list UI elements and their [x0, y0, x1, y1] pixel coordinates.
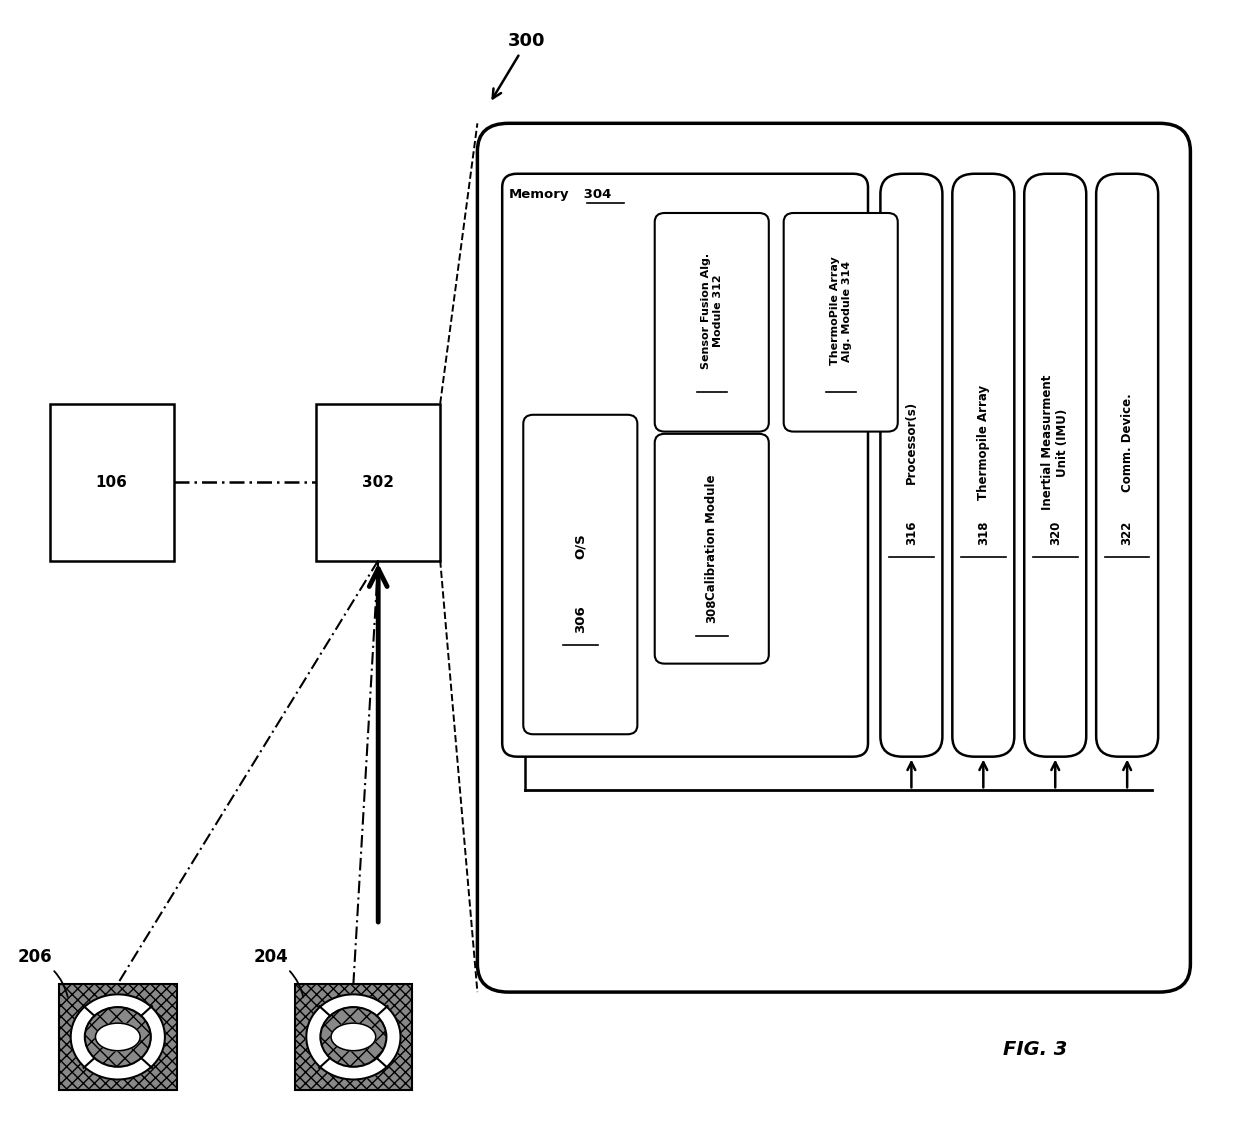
Text: 320: 320: [1049, 520, 1061, 545]
Text: 204: 204: [253, 948, 304, 997]
Text: Inertial Measurment
Unit (IMU): Inertial Measurment Unit (IMU): [1042, 376, 1069, 510]
Text: 308: 308: [706, 599, 718, 622]
FancyBboxPatch shape: [1096, 174, 1158, 757]
Ellipse shape: [331, 1023, 376, 1050]
FancyBboxPatch shape: [502, 174, 868, 757]
FancyBboxPatch shape: [477, 123, 1190, 992]
FancyBboxPatch shape: [1024, 174, 1086, 757]
Bar: [50, 404, 174, 560]
FancyBboxPatch shape: [784, 213, 898, 432]
Text: Sensor Fusion Alg.
Module 312: Sensor Fusion Alg. Module 312: [701, 253, 723, 369]
Text: 300: 300: [492, 33, 546, 99]
Bar: [60, 984, 177, 1090]
Text: 304: 304: [579, 188, 611, 202]
FancyBboxPatch shape: [655, 213, 769, 432]
Text: Processor(s): Processor(s): [905, 401, 918, 484]
Text: 322: 322: [1121, 520, 1133, 545]
Bar: [295, 984, 413, 1090]
Text: 302: 302: [362, 474, 394, 490]
Text: FIG. 3: FIG. 3: [1003, 1040, 1068, 1059]
Text: Thermopile Array: Thermopile Array: [977, 386, 990, 500]
Ellipse shape: [95, 1023, 140, 1050]
Text: Calibration Module: Calibration Module: [706, 475, 718, 600]
Text: ThermoPile Array
Alg. Module 314: ThermoPile Array Alg. Module 314: [830, 257, 852, 365]
FancyBboxPatch shape: [523, 415, 637, 734]
Circle shape: [320, 1007, 387, 1067]
Text: 316: 316: [905, 520, 918, 545]
Circle shape: [84, 1007, 151, 1067]
Text: 206: 206: [17, 948, 68, 997]
Text: Memory: Memory: [508, 188, 569, 202]
FancyBboxPatch shape: [655, 434, 769, 664]
Bar: [295, 984, 413, 1090]
Bar: [60, 984, 177, 1090]
Text: 318: 318: [977, 520, 990, 545]
Text: 106: 106: [95, 474, 128, 490]
Bar: [316, 404, 440, 560]
Text: O/S: O/S: [574, 534, 587, 559]
FancyBboxPatch shape: [880, 174, 942, 757]
FancyBboxPatch shape: [952, 174, 1014, 757]
Circle shape: [71, 994, 165, 1080]
Circle shape: [306, 994, 401, 1080]
Text: Comm. Device.: Comm. Device.: [1121, 393, 1133, 492]
Text: 306: 306: [574, 605, 587, 633]
